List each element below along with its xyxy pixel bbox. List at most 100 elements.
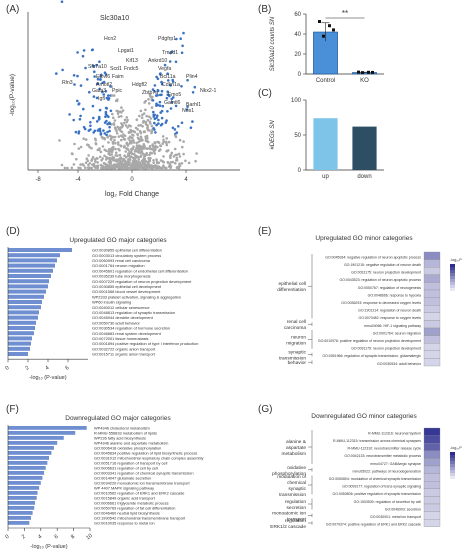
gene-label: Cdkn1a — [162, 82, 180, 88]
volcano-point — [153, 84, 157, 87]
category-label: GO:0006661 triglyceride metabolic proces… — [94, 500, 169, 505]
volcano-point — [155, 104, 158, 107]
legend-swatch — [450, 452, 455, 456]
volcano-point — [129, 124, 132, 128]
term-label: GO:0050804: modulation of chemical synap… — [329, 477, 421, 481]
volcano-point — [96, 77, 100, 81]
term-label: GO:0031175: neuron projection developmen… — [351, 347, 421, 351]
volcano-point — [175, 153, 178, 157]
volcano-point — [157, 118, 160, 122]
term-label: R-MMU-112316: neuronal System — [368, 431, 421, 435]
category-label: GO:0010562 regulation of ERK1 and ERK2 c… — [94, 490, 184, 495]
legend-swatch — [450, 267, 455, 271]
volcano-point — [151, 143, 154, 146]
volcano-point — [77, 147, 81, 150]
term-label: GO:0050806: positive regulation of synap… — [332, 492, 421, 496]
volcano-point — [84, 166, 87, 169]
volcano-point — [72, 74, 76, 77]
volcano-point — [120, 138, 123, 142]
volcano-point — [98, 155, 102, 159]
volcano-point — [133, 166, 136, 170]
category-label: GO:0006631 regulation of cell by cell — [94, 465, 158, 470]
bar — [8, 481, 41, 485]
term-label: GO:0046903: secretion — [385, 507, 421, 511]
volcano-point — [104, 115, 107, 118]
heatmap-cell — [423, 511, 441, 520]
volcano-point — [180, 51, 184, 55]
volcano-point — [178, 155, 182, 158]
volcano-point — [123, 138, 127, 141]
volcano-point — [79, 166, 82, 170]
volcano-point — [182, 31, 185, 35]
volcano-point — [166, 110, 169, 113]
category-label: GO:0006418 oxidative phosphorylation — [94, 445, 161, 450]
volcano-point — [162, 164, 165, 167]
volcano-point — [170, 101, 174, 104]
gene-label: Slc30a10 — [100, 15, 129, 22]
volcano-point — [177, 152, 181, 156]
volcano-point — [58, 139, 61, 142]
gene-label: Elovl6 — [96, 74, 110, 80]
volcano-point — [179, 37, 182, 40]
volcano-point — [104, 112, 108, 116]
category-label: WP236 fatty acid biosynthesis — [94, 435, 146, 440]
legend-swatch — [450, 282, 455, 286]
volcano-point — [161, 160, 165, 163]
category-label: GO:0010035 response to metal ion — [94, 520, 155, 525]
volcano-xtick: 4 — [184, 177, 188, 183]
volcano-point — [88, 90, 91, 94]
volcano-point — [114, 151, 118, 155]
volcano-point — [174, 104, 178, 108]
volcano-point — [162, 138, 165, 142]
volcano-point — [129, 136, 133, 139]
heatmap-cell — [423, 282, 441, 291]
volcano-point — [152, 110, 155, 114]
bar — [8, 336, 32, 341]
volcano-point — [103, 148, 106, 152]
volcano-point — [153, 90, 156, 93]
volcano-point — [109, 138, 113, 141]
volcano-point — [172, 155, 176, 158]
volcano-point — [137, 124, 140, 127]
volcano-point — [148, 153, 151, 157]
y-axis-label: #DEGs SN — [270, 120, 276, 150]
volcano-point — [117, 135, 121, 138]
volcano-point — [186, 78, 189, 82]
volcano-point — [106, 130, 109, 134]
bar — [8, 446, 54, 450]
volcano-point — [169, 107, 173, 110]
xtick-label: 10 — [85, 533, 93, 541]
volcano-point — [149, 117, 153, 120]
panel-e-heatmap: Upregulated GO minor categories GO:004593… — [277, 235, 462, 366]
volcano-point — [185, 108, 189, 111]
volcano-point — [132, 141, 136, 144]
gene-label: Ppic — [112, 88, 122, 94]
bar — [8, 506, 35, 510]
volcano-point — [153, 141, 157, 145]
volcano-point — [137, 148, 140, 151]
volcano-point — [123, 118, 127, 122]
ytick-label: 0 — [298, 72, 302, 78]
category-label: GO:1990542 mitochondrial transmembrane t… — [94, 515, 186, 520]
volcano-point — [105, 155, 108, 159]
panel-label-d: (D) — [6, 226, 20, 237]
category-label: GO:0060993 renal cell carcinoma — [92, 258, 151, 263]
volcano-point — [173, 134, 177, 137]
category-label: Control — [316, 78, 335, 84]
volcano-point — [88, 162, 92, 165]
volcano-point — [140, 116, 144, 119]
volcano-point — [93, 129, 97, 133]
volcano-point — [180, 162, 184, 165]
volcano-point — [109, 166, 113, 170]
volcano-point — [84, 138, 88, 141]
heatmap-cell — [423, 320, 441, 329]
volcano-point — [77, 132, 80, 135]
group-label: synaptic — [288, 350, 306, 356]
gene-label: Hcn2 — [104, 36, 116, 42]
ytick-label: 100 — [291, 98, 302, 104]
volcano-point — [167, 140, 171, 144]
bar — [8, 310, 39, 315]
volcano-point — [139, 109, 143, 113]
volcano-point — [103, 132, 107, 135]
volcano-point — [87, 129, 91, 132]
